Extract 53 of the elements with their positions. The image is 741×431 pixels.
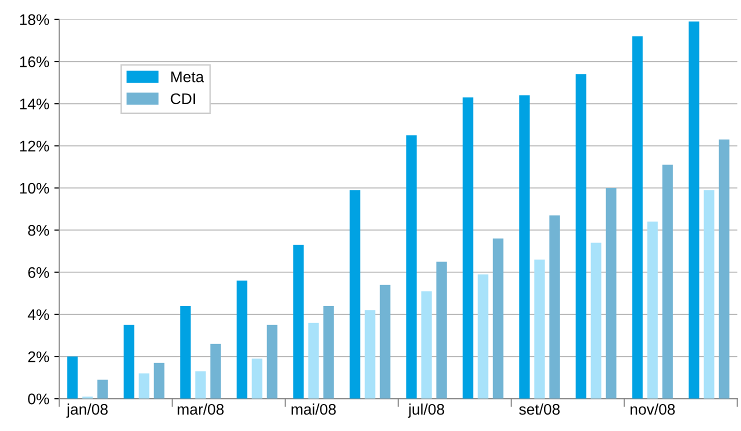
bar <box>576 74 586 399</box>
y-tick-label: 14% <box>20 98 50 110</box>
bar <box>364 310 376 399</box>
bar <box>688 22 700 399</box>
y-tick-label: 4% <box>28 309 50 320</box>
bar <box>180 306 191 399</box>
bar <box>406 135 417 399</box>
y-tick-label: 2% <box>28 351 50 362</box>
y-tick-label: 18% <box>20 14 50 26</box>
bar <box>210 344 221 399</box>
bar <box>421 291 432 399</box>
y-tick-label: 8% <box>28 224 50 236</box>
bar <box>606 188 616 399</box>
bar <box>138 373 150 399</box>
bar <box>647 222 658 399</box>
bar <box>380 284 390 399</box>
bar <box>704 190 714 399</box>
bar <box>293 244 304 399</box>
bar <box>718 140 730 399</box>
bar <box>236 280 248 399</box>
x-tick-label: jan/08 <box>66 404 108 418</box>
bar <box>436 262 447 399</box>
x-tick-label: mar/08 <box>178 404 224 415</box>
y-tick-label: 0% <box>28 394 50 404</box>
bar <box>154 362 164 399</box>
x-tick-label: mai/08 <box>292 404 336 415</box>
y-tick-label: 16% <box>20 56 50 68</box>
x-tick-label: jul/08 <box>408 404 444 418</box>
x-tick-label: nov/08 <box>630 404 675 415</box>
y-tick-label: 10% <box>20 182 50 194</box>
bar <box>195 371 206 399</box>
bar <box>492 238 504 399</box>
bar <box>632 36 643 399</box>
bar <box>266 324 278 399</box>
bar <box>534 260 545 399</box>
bar <box>67 356 78 399</box>
x-tick-label: set/08 <box>519 404 560 415</box>
y-tick-label: 12% <box>20 140 50 152</box>
bar <box>350 190 360 399</box>
bar <box>308 322 319 399</box>
bar <box>323 306 334 399</box>
bar <box>590 242 602 399</box>
bar <box>97 380 108 399</box>
bar <box>462 97 474 399</box>
y-tick-label: 6% <box>28 267 50 278</box>
bar <box>549 215 560 399</box>
bar <box>478 274 488 399</box>
bar <box>252 358 262 399</box>
bar <box>124 324 134 399</box>
legend-label: Meta <box>171 72 204 82</box>
bar <box>662 164 673 399</box>
legend-label: CDI <box>170 93 195 104</box>
bar <box>519 95 530 399</box>
